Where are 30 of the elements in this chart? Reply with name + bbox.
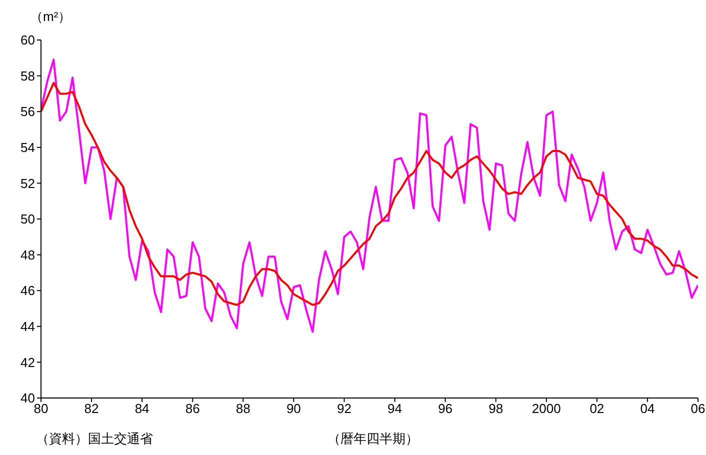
y-tick-label: 52 [20, 176, 35, 191]
y-axis-title: （m²） [30, 8, 72, 26]
x-axis-title: （暦年四半期） [328, 431, 418, 446]
y-tick-label: 58 [20, 68, 35, 84]
x-tick-label: 2000 [532, 401, 561, 416]
x-tick-label: 90 [286, 401, 301, 416]
y-tick-label: 42 [20, 354, 35, 370]
text: （資料）国土交通省 [36, 430, 153, 448]
y-tick-label: 44 [20, 319, 35, 334]
line-series [41, 58, 698, 333]
y-tick-label: 50 [20, 212, 35, 227]
line-series [41, 82, 698, 306]
y-tick-label: 56 [20, 104, 35, 120]
x-tick-label: 88 [236, 401, 250, 416]
x-tick-label: 84 [134, 401, 150, 416]
x-tick-label: 82 [84, 401, 99, 416]
y-tick-label: 40 [20, 390, 35, 406]
x-tick-label: 98 [488, 401, 504, 416]
y-tick-label: 54 [20, 140, 35, 156]
x-tick-label: 02 [590, 401, 604, 416]
y-tick-label: 46 [20, 283, 35, 298]
x-tick-label: 92 [336, 401, 352, 416]
x-tick-label: 94 [388, 401, 402, 416]
x-tick-label: 04 [640, 401, 655, 416]
y-tick-label: 48 [20, 247, 35, 262]
y-tick-label: 60 [20, 32, 35, 48]
x-tick-label: 86 [185, 401, 200, 416]
x-tick-label: 06 [690, 401, 706, 416]
x-tick-label: 80 [34, 401, 48, 416]
x-tick-label: 96 [438, 401, 453, 416]
